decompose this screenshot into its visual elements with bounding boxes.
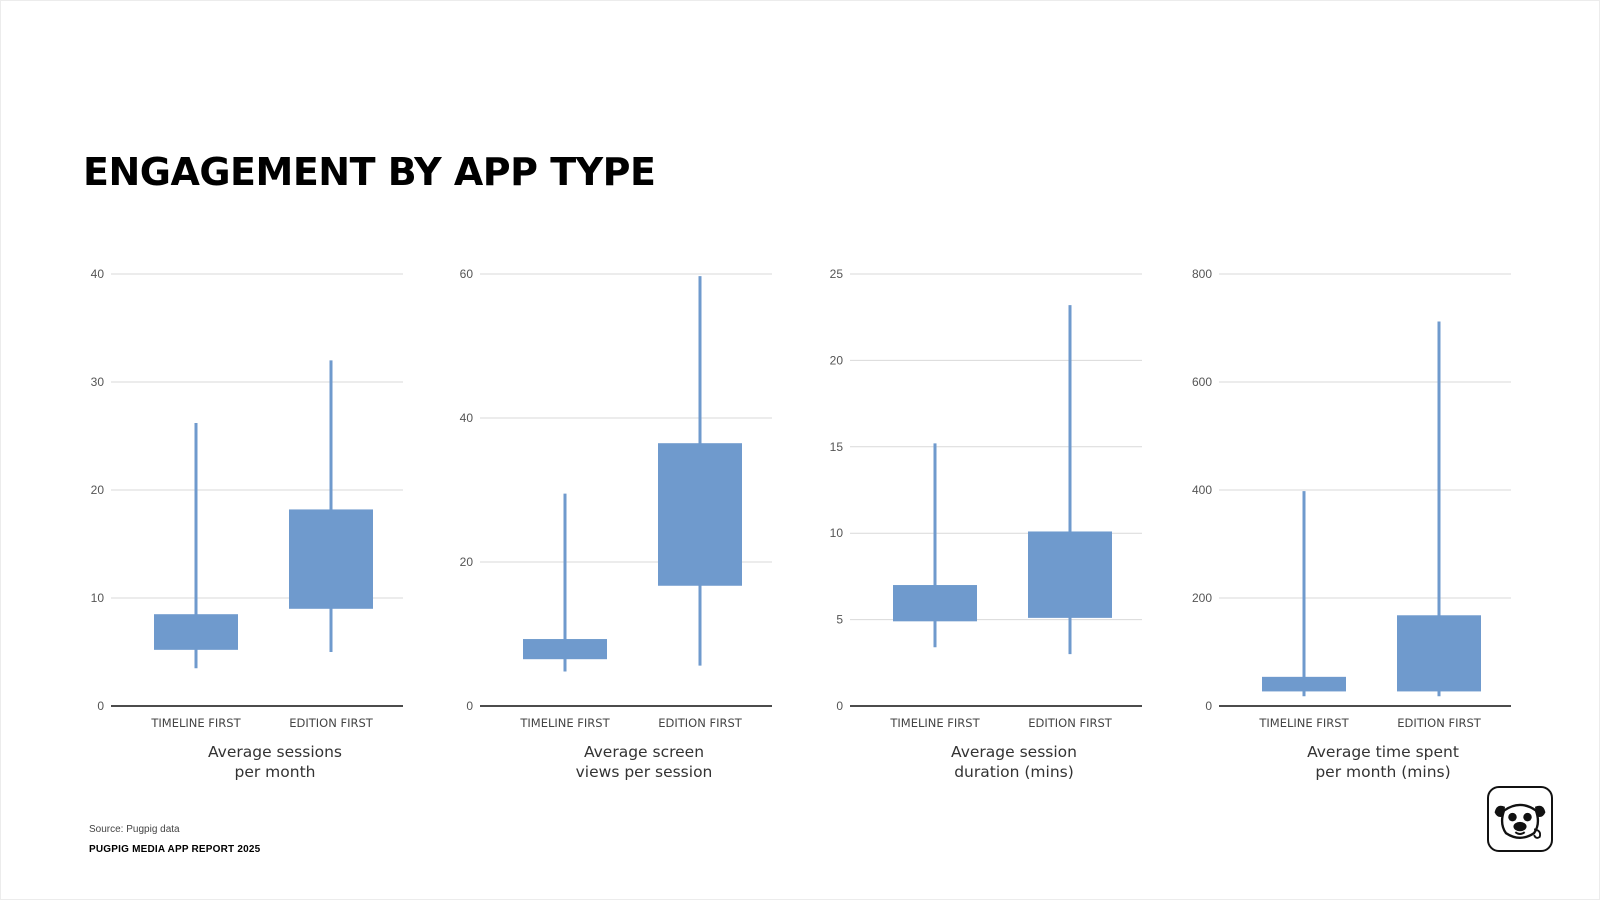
chart-session-duration: 0 5 10 15 20 25 TIMELINE FIRST EDITION FIRST Av…	[794, 240, 1144, 800]
box-edition-first	[289, 509, 373, 609]
chart-caption: Average sessions per month	[155, 742, 395, 782]
chart-caption-line-1: Average session	[951, 743, 1077, 761]
box-timeline-first	[1262, 676, 1346, 692]
x-category-label: TIMELINE FIRST	[519, 716, 610, 730]
chart-caption-line-2: duration (mins)	[954, 763, 1074, 781]
y-tick-label: 10	[830, 526, 844, 540]
y-tick-label: 200	[1192, 591, 1212, 605]
y-tick-label: 30	[91, 375, 105, 389]
y-tick-label: 800	[1192, 267, 1212, 281]
chart-caption-line-1: Average time spent	[1307, 743, 1459, 761]
x-category-label: TIMELINE FIRST	[1258, 716, 1349, 730]
pug-dog-icon	[1487, 786, 1553, 852]
x-category-label: TIMELINE FIRST	[150, 716, 241, 730]
y-tick-label: 20	[830, 353, 844, 367]
source-note: Source: Pugpig data	[89, 824, 180, 835]
y-tick-label: 0	[97, 699, 104, 713]
y-tick-label: 15	[830, 440, 844, 454]
chart-caption-line-2: views per session	[575, 763, 713, 781]
y-tick-label: 20	[91, 483, 105, 497]
box-edition-first	[1028, 531, 1112, 618]
chart-caption-line-2: per month	[234, 763, 316, 781]
y-tick-label: 400	[1192, 483, 1212, 497]
chart-plot: 0 20 40 60 TIMELINE FIRST EDITION FIRST	[460, 267, 772, 730]
x-category-label: EDITION FIRST	[289, 716, 374, 730]
y-tick-label: 20	[460, 555, 474, 569]
y-tick-label: 0	[1205, 699, 1212, 713]
chart-time-spent-per-month: 0 200 400 600 800 TIMELINE FIRST EDITION FIRST…	[1163, 240, 1513, 800]
box-timeline-first	[893, 585, 977, 622]
y-tick-label: 0	[466, 699, 473, 713]
box-timeline-first	[154, 614, 238, 650]
box-timeline-first	[523, 639, 607, 660]
y-tick-label: 40	[460, 411, 474, 425]
chart-plot: 0 200 400 600 800 TIMELINE FIRST EDITION FIRST	[1192, 267, 1511, 730]
box-edition-first	[1397, 615, 1481, 692]
y-tick-label: 25	[830, 267, 844, 281]
y-tick-label: 40	[91, 267, 105, 281]
y-tick-label: 60	[460, 267, 474, 281]
chart-plot: 0 10 20 30 40 TIMELINE FIRST EDITION FIRST	[91, 267, 403, 730]
y-tick-label: 5	[836, 613, 843, 627]
y-tick-label: 600	[1192, 375, 1212, 389]
x-category-label: EDITION FIRST	[658, 716, 743, 730]
chart-caption: Average session duration (mins)	[894, 742, 1134, 782]
page-title: ENGAGEMENT BY APP TYPE	[83, 150, 656, 194]
y-tick-label: 10	[91, 591, 105, 605]
chart-caption: Average screen views per session	[524, 742, 764, 782]
x-category-label: EDITION FIRST	[1397, 716, 1482, 730]
x-category-label: TIMELINE FIRST	[889, 716, 980, 730]
chart-caption-line-2: per month (mins)	[1315, 763, 1451, 781]
chart-caption-line-1: Average screen	[583, 743, 705, 761]
chart-caption-line-1: Average sessions	[207, 743, 343, 761]
chart-sessions-per-month: 0 10 20 30 40 TIMELINE FIRST EDITION FIRST Ave…	[55, 240, 405, 800]
x-category-label: EDITION FIRST	[1028, 716, 1113, 730]
y-tick-label: 0	[836, 699, 843, 713]
chart-screen-views-per-session: 0 20 40 60 TIMELINE FIRST EDITION FIRST Avera…	[424, 240, 774, 800]
chart-caption: Average time spent per month (mins)	[1263, 742, 1503, 782]
chart-plot: 0 5 10 15 20 25 TIMELINE FIRST EDITION FIRST	[830, 267, 1142, 730]
report-name: PUGPIG MEDIA APP REPORT 2025	[89, 844, 261, 855]
box-edition-first	[658, 443, 742, 586]
